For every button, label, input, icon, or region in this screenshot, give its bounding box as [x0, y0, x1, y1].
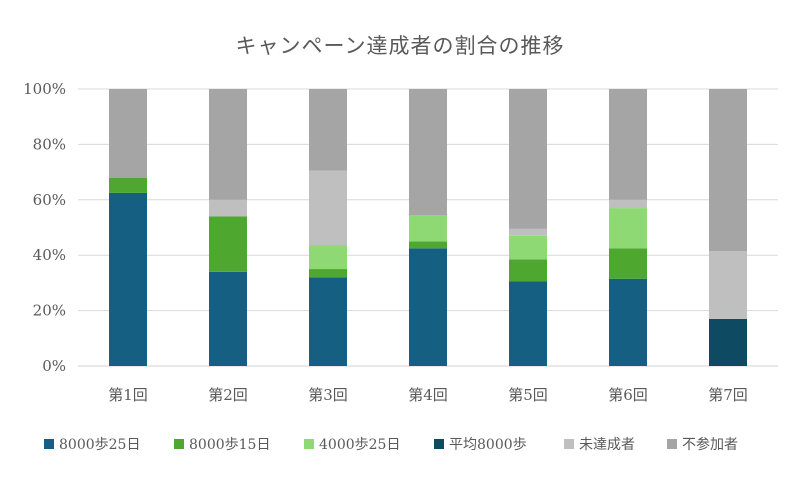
legend-swatch [434, 439, 444, 449]
legend-swatch [667, 439, 677, 449]
y-tick-label: 100% [23, 80, 66, 98]
bar-segment [609, 199, 647, 209]
bar-segment [509, 235, 547, 260]
x-tick-label: 第2回 [208, 386, 248, 404]
legend-label: 未達成者 [579, 437, 635, 453]
bar-segment [409, 215, 447, 242]
bar-segment [409, 241, 447, 249]
bar-segment [109, 192, 147, 366]
bar-segment [609, 278, 647, 366]
x-tick-label: 第7回 [708, 386, 748, 404]
legend-swatch [174, 439, 184, 449]
x-axis-tick-labels: 第1回 第2回 第3回 第4回 第5回 第6回 第7回 [108, 386, 748, 404]
x-tick-label: 第4回 [408, 386, 448, 404]
legend-swatch [44, 439, 54, 449]
bar-segment [509, 89, 547, 229]
y-tick-label: 60% [33, 191, 66, 209]
bar-segment [709, 318, 747, 366]
bar-segment [309, 170, 347, 246]
legend-label: 不参加者 [682, 436, 738, 453]
bar-segment [309, 269, 347, 278]
y-tick-label: 20% [33, 302, 66, 320]
bar-segment [109, 89, 147, 178]
legend-swatch [304, 439, 314, 449]
bar-segment [209, 271, 247, 366]
bar-segment [309, 277, 347, 366]
y-tick-label: 40% [33, 246, 66, 264]
bar-segment [109, 177, 147, 193]
bar-segment [209, 89, 247, 200]
bar-layer [109, 89, 747, 366]
y-tick-label: 80% [33, 135, 66, 153]
legend-label: 8000歩15日 [189, 437, 270, 453]
legend-label: 平均8000歩 [449, 437, 527, 453]
bar-segment [609, 208, 647, 249]
bar-segment [509, 259, 547, 282]
bar-segment [609, 248, 647, 279]
bar-segment [509, 228, 547, 236]
bar-segment [309, 89, 347, 171]
x-tick-label: 第3回 [308, 386, 348, 404]
legend-label: 8000歩25日 [59, 437, 140, 453]
x-tick-label: 第6回 [608, 386, 648, 404]
bar-segment [709, 89, 747, 252]
x-tick-label: 第1回 [108, 386, 148, 404]
bar-segment [709, 251, 747, 319]
legend: 8000歩25日 8000歩15日 4000歩25日 平均8000歩 未達成者 不参加者 [44, 436, 738, 453]
chart-title: キャンペーン達成者の割合の推移 [235, 34, 565, 58]
legend-label: 4000歩25日 [319, 437, 400, 453]
bar-segment [309, 245, 347, 270]
x-tick-label: 第5回 [508, 386, 548, 404]
bar-segment [209, 216, 247, 272]
bar-segment [209, 199, 247, 217]
y-tick-label: 0% [42, 357, 66, 375]
legend-swatch [564, 439, 574, 449]
bar-segment [409, 248, 447, 366]
bar-segment [609, 89, 647, 200]
bar-segment [509, 281, 547, 366]
bar-segment [409, 89, 447, 216]
y-axis-tick-labels: 0% 20% 40% 60% 80% 100% [23, 80, 66, 375]
